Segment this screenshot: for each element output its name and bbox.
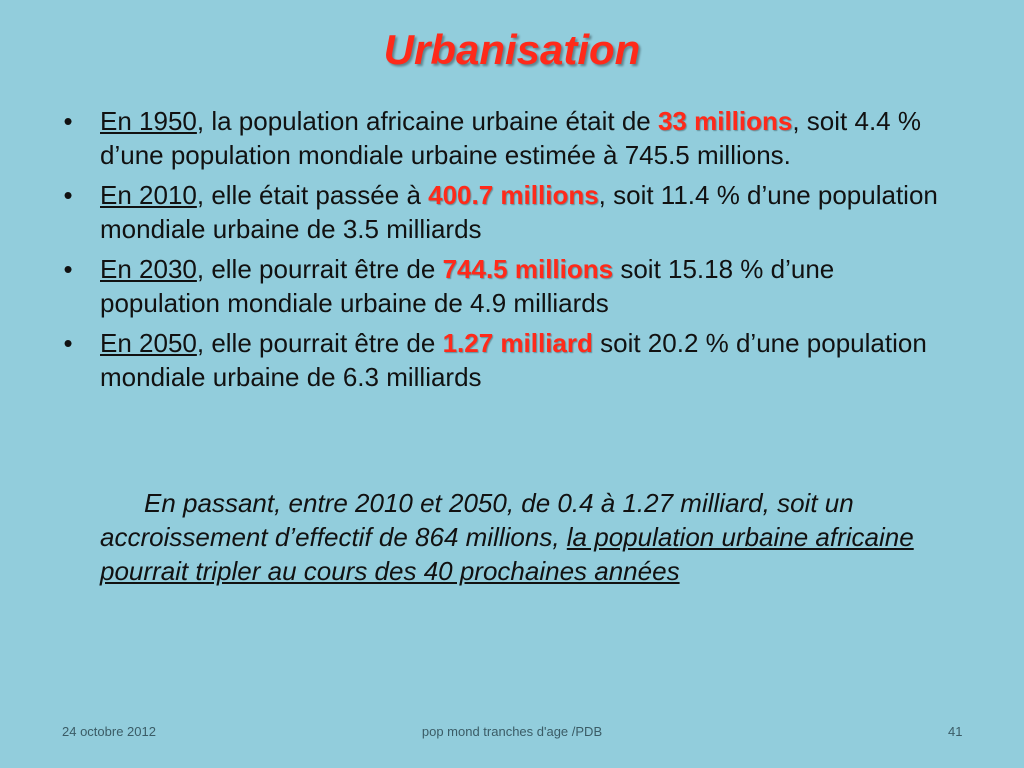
bullet-year: En 2050	[100, 328, 197, 358]
bullet-item-1950: • En 1950, la population africaine urbai…	[58, 104, 958, 172]
conclusion-text: En passant, entre 2010 et 2050, de 0.4 à…	[100, 488, 854, 552]
footer-page-number: 41	[948, 724, 963, 739]
bullet-dot-icon: •	[63, 254, 73, 284]
bullet-highlight: 400.7 millions	[428, 180, 599, 210]
footer-center-text: pop mond tranches d'age /PDB	[421, 724, 603, 739]
bullet-year: En 2010	[100, 180, 197, 210]
bullet-list: • En 1950, la population africaine urbai…	[58, 104, 958, 400]
bullet-text: , la population africaine urbaine était …	[196, 106, 658, 136]
bullet-item-2050: • En 2050, elle pourrait être de 1.27 mi…	[58, 326, 958, 394]
bullet-text: soit 15.18 % d’une population mondiale u…	[100, 254, 835, 318]
bullet-text: , elle pourrait être de	[196, 254, 443, 284]
bullet-text: , soit 11.4 % d’une population mondiale …	[100, 180, 938, 244]
bullet-highlight: 33 millions	[657, 106, 793, 136]
bullet-item-2010: • En 2010, elle était passée à 400.7 mil…	[58, 178, 958, 246]
bullet-text: , elle était passée à	[196, 180, 429, 210]
bullet-text: soit 20.2 % d’une population mondiale ur…	[100, 328, 927, 392]
bullet-highlight: 744.5 millions	[442, 254, 614, 284]
slide-title: Urbanisation	[383, 26, 641, 73]
bullet-highlight: 1.27 milliard	[442, 328, 593, 358]
bullet-dot-icon: •	[63, 328, 73, 358]
conclusion-paragraph: En passant, entre 2010 et 2050, de 0.4 à…	[100, 486, 980, 588]
bullet-dot-icon: •	[63, 180, 73, 210]
footer-date: 24 octobre 2012	[62, 724, 156, 739]
bullet-year: En 2030	[100, 254, 197, 284]
bullet-text: , soit 4.4 % d’une population mondiale u…	[100, 106, 921, 170]
bullet-dot-icon: •	[63, 106, 73, 136]
conclusion-underlined: la population urbaine africaine pourrait…	[100, 522, 914, 586]
bullet-text: , elle pourrait être de	[196, 328, 443, 358]
bullet-year: En 1950	[100, 106, 197, 136]
bullet-item-2030: • En 2030, elle pourrait être de 744.5 m…	[58, 252, 958, 320]
